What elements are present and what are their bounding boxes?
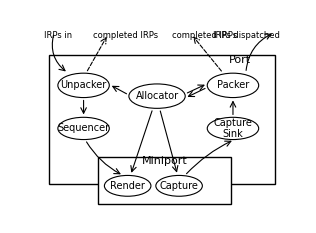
Text: IRPs dispatched: IRPs dispatched	[213, 31, 280, 40]
Text: Capture: Capture	[160, 181, 198, 191]
Text: Packer: Packer	[217, 80, 249, 90]
Text: completed IRPs: completed IRPs	[94, 31, 159, 40]
FancyBboxPatch shape	[98, 157, 231, 204]
Ellipse shape	[156, 175, 202, 196]
Ellipse shape	[207, 73, 259, 98]
Ellipse shape	[207, 117, 259, 140]
Ellipse shape	[129, 84, 185, 108]
Ellipse shape	[58, 73, 109, 98]
Text: IRPs in: IRPs in	[44, 31, 73, 40]
Text: Render: Render	[110, 181, 145, 191]
Text: completed IRPs: completed IRPs	[172, 31, 237, 40]
Text: Allocator: Allocator	[136, 91, 179, 101]
Text: Capture
Sink: Capture Sink	[214, 118, 252, 139]
Text: Sequencer: Sequencer	[58, 123, 110, 134]
FancyBboxPatch shape	[49, 55, 275, 184]
Text: Unpacker: Unpacker	[60, 80, 107, 90]
Text: Port: Port	[229, 55, 252, 65]
Ellipse shape	[104, 175, 151, 196]
Ellipse shape	[58, 117, 109, 140]
Text: Miniport: Miniport	[142, 156, 187, 166]
